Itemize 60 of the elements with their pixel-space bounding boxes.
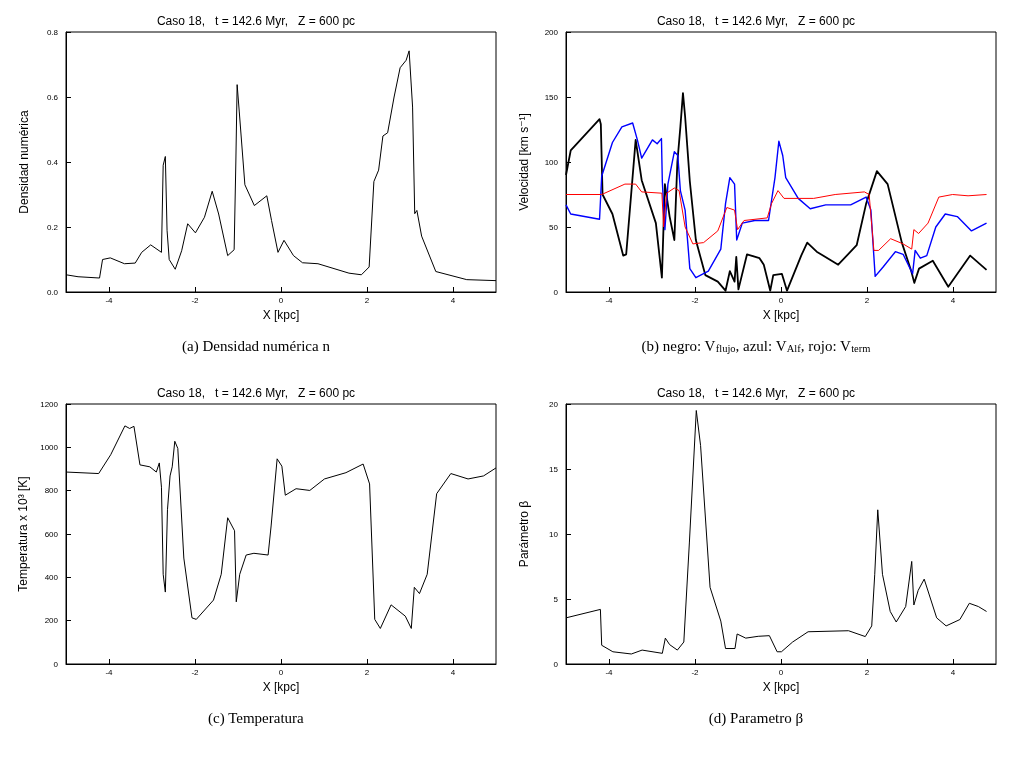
y-tick-label: 0.8 (46, 27, 59, 37)
x-tick-label: 2 (864, 667, 870, 677)
x-axis-title: X [kpc] (262, 679, 300, 694)
y-axis-title: Velocidad [km s⁻¹] (517, 113, 531, 211)
y-tick-label: 0.0 (46, 287, 59, 297)
chart-title: Caso 18, t = 142.6 Myr, Z = 600 pc (656, 14, 856, 28)
y-tick-label: 0.2 (46, 222, 59, 232)
x-tick-label: 0 (778, 295, 784, 305)
x-tick-label: 0 (278, 295, 284, 305)
y-tick-label: 20 (549, 399, 559, 409)
y-axis-title: Parámetro β (517, 500, 531, 568)
y-tick-label: 15 (549, 464, 559, 474)
x-tick-label: -4 (105, 295, 114, 305)
x-tick-label: 0 (278, 667, 284, 677)
text: (b) negro: Vflujo, azul: VAlf, rojo: Vterm (641, 337, 871, 355)
x-tick-label: 4 (450, 295, 456, 305)
line-series (565, 183, 988, 251)
y-tick-label: 400 (44, 572, 59, 582)
y-tick-label: 200 (44, 616, 59, 626)
y-tick-label: 0.4 (46, 157, 59, 167)
line-series (565, 122, 988, 279)
y-axis-title: Temperatura x 10³ [K] (16, 476, 31, 592)
x-tick-label: -2 (691, 295, 700, 305)
y-tick-label: 10 (549, 529, 559, 539)
x-tick-label: -2 (691, 667, 700, 677)
x-axis-title: X [kpc] (762, 307, 800, 322)
x-tick-label: -4 (605, 295, 614, 305)
chart-title: Caso 18, t = 142.6 Myr, Z = 600 pc (656, 386, 856, 400)
x-tick-label: 4 (950, 295, 956, 305)
y-tick-label: 0.6 (46, 92, 59, 102)
x-tick-label: -2 (191, 295, 200, 305)
y-tick-label: 100 (544, 157, 559, 167)
x-tick-label: 0 (778, 667, 784, 677)
y-tick-label: 50 (549, 222, 559, 232)
y-tick-label: 0 (553, 659, 559, 669)
chart-title: Caso 18, t = 142.6 Myr, Z = 600 pc (156, 14, 356, 28)
y-axis-title: Densidad numérica (17, 109, 31, 214)
y-tick-label: 200 (544, 27, 559, 37)
x-axis-title: X [kpc] (262, 307, 300, 322)
x-axis-title: X [kpc] (762, 679, 800, 694)
x-tick-label: 2 (364, 667, 370, 677)
y-tick-label: 600 (44, 529, 59, 539)
x-tick-label: 4 (950, 667, 956, 677)
x-tick-label: -4 (105, 667, 114, 677)
text: (c) Temperatura (208, 709, 305, 727)
x-tick-label: 2 (864, 295, 870, 305)
chart-title: Caso 18, t = 142.6 Myr, Z = 600 pc (156, 386, 356, 400)
x-tick-label: -4 (605, 667, 614, 677)
y-tick-label: 1000 (40, 442, 59, 452)
x-tick-label: 2 (364, 295, 370, 305)
x-tick-label: -2 (191, 667, 200, 677)
text: (d) Parametro β (708, 709, 804, 727)
text: (a) Densidad numérica n (182, 337, 331, 355)
y-tick-label: 0 (553, 287, 559, 297)
y-tick-label: 0 (53, 659, 59, 669)
y-tick-label: 150 (544, 92, 559, 102)
y-tick-label: 800 (44, 486, 59, 496)
y-tick-label: 5 (553, 594, 559, 604)
x-tick-label: 4 (450, 667, 456, 677)
y-tick-label: 1200 (40, 399, 59, 409)
